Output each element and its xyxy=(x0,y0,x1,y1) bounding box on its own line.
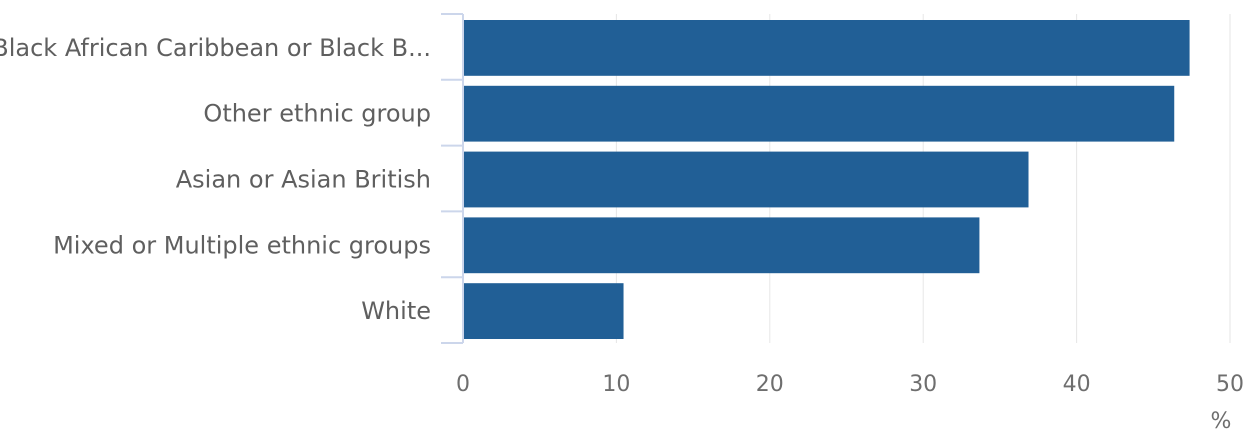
bar[interactable] xyxy=(464,283,624,339)
bars-group xyxy=(464,20,1190,339)
x-tick-label: 0 xyxy=(456,372,470,397)
bar[interactable] xyxy=(464,217,980,274)
x-tick-label: 40 xyxy=(1063,372,1091,397)
category-axis xyxy=(441,13,464,344)
x-tick-label: 10 xyxy=(602,372,630,397)
x-tick-label: 50 xyxy=(1216,372,1244,397)
category-label: Mixed or Multiple ethnic groups xyxy=(53,231,431,259)
category-label: Other ethnic group xyxy=(203,100,431,128)
bar[interactable] xyxy=(464,20,1190,76)
value-axis-ticks: 0 10 20 30 40 50 xyxy=(456,372,1244,397)
bar[interactable] xyxy=(464,85,1175,142)
category-label: Black African Caribbean or Black B... xyxy=(0,34,431,62)
category-label: White xyxy=(361,297,431,325)
bar[interactable] xyxy=(464,151,1029,208)
x-axis-unit-label: % xyxy=(1211,409,1232,432)
x-tick-label: 30 xyxy=(909,372,937,397)
category-label: Asian or Asian British xyxy=(176,166,431,194)
x-tick-label: 20 xyxy=(756,372,784,397)
category-labels: Black African Caribbean or Black B... Oth… xyxy=(0,34,431,325)
